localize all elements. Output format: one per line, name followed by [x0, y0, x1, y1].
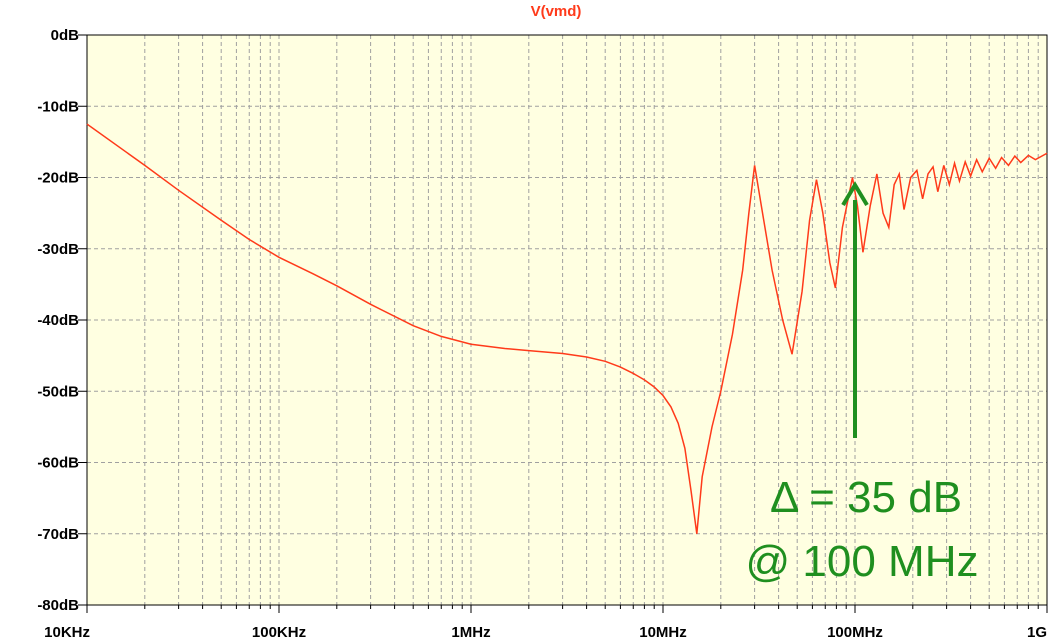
annotation: Δ = 35 dB	[770, 473, 962, 522]
y-tick-label: -40dB	[37, 312, 79, 329]
annotation: @ 100 MHz	[746, 537, 979, 586]
plot-border	[86, 34, 1048, 606]
x-tick-label: 10KHz	[44, 624, 90, 641]
y-tick-label: -60dB	[37, 455, 79, 472]
y-tick-label: -30dB	[37, 241, 79, 258]
x-tick-label: 10MHz	[639, 624, 687, 641]
x-tick-label: 100KHz	[252, 624, 306, 641]
x-tick-label: 100MHz	[827, 624, 883, 641]
x-tick-label: 1G	[1027, 624, 1047, 641]
y-tick-label: -50dB	[37, 383, 79, 400]
y-tick-label: 0dB	[51, 27, 80, 44]
x-tick-label: 1MHz	[451, 624, 490, 641]
y-tick-label: -20dB	[37, 170, 79, 187]
series-line	[86, 123, 1048, 534]
y-tick-label: -10dB	[37, 98, 79, 115]
y-tick-label: -70dB	[37, 526, 79, 543]
annotation-arrowhead	[841, 181, 869, 207]
chart-title: V(vmd)	[531, 3, 582, 20]
y-tick-label: -80dB	[37, 597, 79, 614]
